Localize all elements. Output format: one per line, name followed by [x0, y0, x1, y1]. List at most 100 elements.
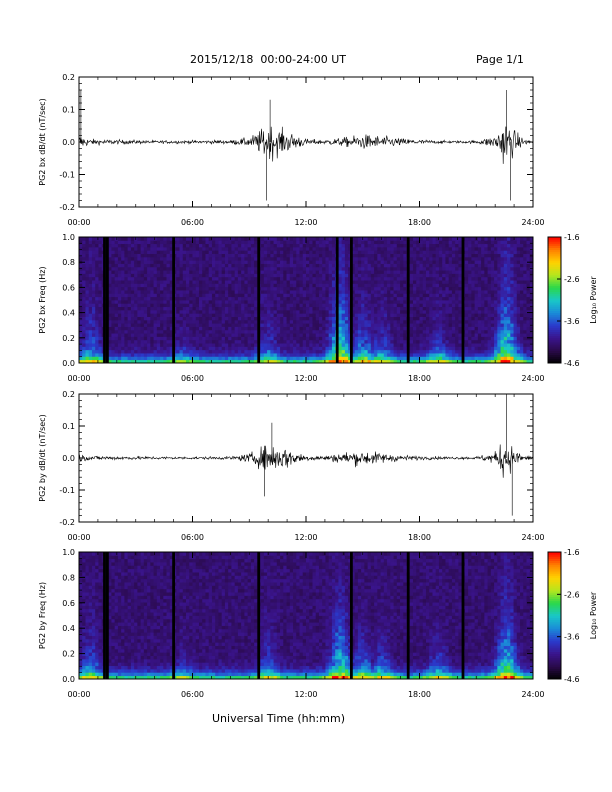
heatmap-cell [380, 273, 385, 278]
heatmap-cell [98, 323, 103, 327]
heatmap-cell [448, 243, 453, 248]
heatmap-cell [280, 319, 284, 324]
heatmap-cell [79, 346, 83, 351]
heatmap-cell [315, 316, 320, 321]
heatmap-cell [435, 256, 440, 261]
heatmap-cell [211, 250, 216, 254]
heatmap-cell [393, 303, 398, 308]
heatmap-cell [374, 353, 378, 357]
heatmap-cell [432, 336, 437, 341]
heatmap-cell [325, 283, 330, 288]
heatmap-cell [82, 240, 86, 245]
heatmap-cell [416, 276, 420, 281]
heatmap-cell [124, 343, 129, 347]
heatmap-cell [127, 280, 132, 284]
heatmap-cell [166, 237, 171, 241]
heatmap-cell [95, 237, 99, 241]
heatmap-cell [318, 346, 323, 351]
heatmap-cell [156, 329, 161, 334]
heatmap-cell [211, 263, 216, 268]
heatmap-cell [166, 280, 171, 284]
heatmap-cell [198, 346, 203, 351]
heatmap-cell [179, 349, 184, 354]
heatmap-cell [474, 356, 479, 361]
heatmap-cell [396, 336, 401, 341]
heatmap-cell [348, 346, 352, 351]
heatmap-cell [455, 276, 459, 281]
heatmap-cell [244, 309, 249, 314]
heatmap-cell [432, 276, 437, 281]
heatmap-cell [344, 283, 349, 288]
heatmap-cell [85, 237, 90, 241]
heatmap-cell [189, 286, 193, 291]
heatmap-cell [429, 316, 433, 321]
heatmap-cell [121, 300, 125, 304]
heatmap-cell [477, 263, 482, 268]
heatmap-cell [283, 326, 287, 331]
heatmap-cell [471, 263, 476, 268]
heatmap-cell [134, 293, 138, 298]
heatmap-cell [153, 270, 158, 274]
heatmap-cell [289, 246, 294, 251]
heatmap-cell [237, 256, 242, 261]
heatmap-cell [416, 339, 420, 344]
heatmap-cell [309, 237, 313, 241]
heatmap-cell [286, 243, 291, 248]
heatmap-cell [228, 276, 232, 281]
heatmap-cell [150, 266, 154, 271]
heatmap-cell [451, 303, 456, 308]
heatmap-cell [189, 343, 193, 347]
heatmap-cell [361, 323, 365, 327]
heatmap-cell [413, 263, 417, 268]
heatmap-cell [228, 280, 232, 284]
heatmap-cell [88, 316, 93, 321]
heatmap-cell [179, 256, 184, 261]
heatmap-cell [289, 356, 294, 361]
heatmap-cell [481, 316, 485, 321]
heatmap-cell [442, 309, 446, 314]
heatmap-cell [241, 250, 245, 254]
heatmap-cell [380, 286, 385, 291]
heatmap-cell [79, 270, 83, 274]
heatmap-cell [400, 263, 404, 268]
heatmap-cell [416, 260, 420, 264]
heatmap-cell [231, 296, 236, 301]
heatmap-cell [309, 346, 313, 351]
heatmap-cell [121, 316, 125, 321]
heatmap-cell [370, 286, 375, 291]
heatmap-cell [490, 343, 495, 347]
heatmap-cell [364, 243, 369, 248]
heatmap-cell [341, 353, 346, 357]
heatmap-cell [390, 260, 394, 264]
heatmap-cell [114, 250, 119, 254]
heatmap-cell [331, 296, 336, 301]
heatmap-cell [130, 316, 135, 321]
heatmap-cell [435, 359, 440, 364]
heatmap-cell [79, 286, 83, 291]
heatmap-cell [289, 250, 294, 254]
heatmap-cell [130, 349, 135, 354]
heatmap-cell [490, 273, 495, 278]
heatmap-cell [85, 336, 90, 341]
heatmap-cell [477, 336, 482, 341]
heatmap-cell [270, 313, 274, 317]
heatmap-cell [79, 273, 83, 278]
heatmap-cell [263, 260, 268, 264]
heatmap-cell [429, 266, 433, 271]
heatmap-cell [211, 303, 216, 308]
heatmap-cell [364, 253, 369, 258]
heatmap-cell [108, 246, 112, 251]
heatmap-cell [296, 353, 300, 357]
heatmap-cell [228, 319, 232, 324]
heatmap-cell [383, 353, 388, 357]
heatmap-cell [211, 270, 216, 274]
heatmap-cell [419, 316, 424, 321]
heatmap-cell [224, 319, 229, 324]
heatmap-cell [276, 263, 281, 268]
heatmap-cell [166, 336, 171, 341]
heatmap-cell [438, 246, 443, 251]
heatmap-cell [143, 323, 148, 327]
heatmap-cell [270, 273, 274, 278]
heatmap-cell [477, 303, 482, 308]
heatmap-cell [218, 353, 223, 357]
